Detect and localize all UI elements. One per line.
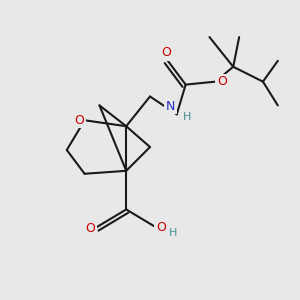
- Text: N: N: [166, 100, 175, 113]
- Text: H: H: [183, 112, 192, 122]
- Text: H: H: [168, 228, 177, 238]
- Text: O: O: [75, 114, 85, 127]
- Text: O: O: [156, 221, 166, 234]
- Text: O: O: [217, 75, 227, 88]
- Text: O: O: [85, 222, 95, 235]
- Text: O: O: [161, 46, 171, 59]
